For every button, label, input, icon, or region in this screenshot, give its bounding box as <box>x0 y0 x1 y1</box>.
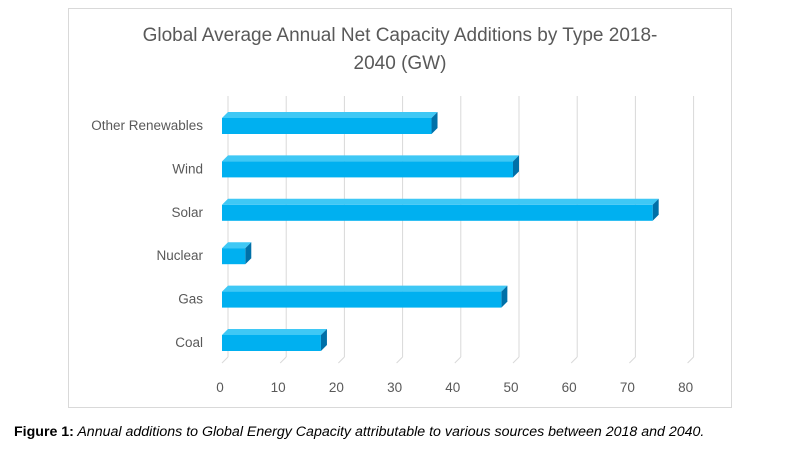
x-tick-label: 50 <box>503 380 518 395</box>
x-tick-label: 40 <box>445 380 460 395</box>
gridline-floor <box>512 356 520 364</box>
y-tick-label: Gas <box>178 292 203 307</box>
bar-side-face <box>245 242 252 265</box>
x-tick-label: 10 <box>271 380 286 395</box>
y-tick-label: Wind <box>172 161 203 176</box>
bar-side-face <box>501 285 508 308</box>
bar <box>222 204 653 221</box>
bar <box>222 291 502 308</box>
bar-top-face <box>222 155 519 162</box>
y-tick-label: Coal <box>175 335 203 350</box>
chart-title: Global Average Annual Net Capacity Addit… <box>68 22 732 78</box>
bar-side-face <box>320 329 327 351</box>
x-tick-label: 30 <box>387 380 402 395</box>
bar-top-face <box>222 198 659 205</box>
bar-side-face <box>652 198 659 221</box>
x-tick-label: 70 <box>620 380 635 395</box>
gridline-floor <box>396 356 403 364</box>
chart-title-line-2: 2040 (GW) <box>353 53 447 74</box>
gridline-floor <box>338 356 345 364</box>
caption-text: Annual additions to Global Energy Capaci… <box>73 424 705 440</box>
gridline-floor <box>221 356 229 364</box>
bar-top-face <box>222 242 252 249</box>
bar <box>222 118 432 134</box>
gridline-floor <box>279 356 287 364</box>
x-tick-label: 20 <box>329 380 344 395</box>
bar-top-face <box>222 112 438 118</box>
gridline-floor <box>687 356 694 364</box>
y-tick-label: Nuclear <box>156 248 203 263</box>
x-tick-label: 0 <box>216 380 224 395</box>
y-tick-label: Solar <box>171 205 203 220</box>
bar-top-face <box>222 285 508 292</box>
gridline-floor <box>570 356 578 364</box>
bar-side-face <box>513 155 519 178</box>
bar-top-face <box>222 329 327 335</box>
y-tick-label: Other Renewables <box>91 118 203 133</box>
gridline-floor <box>629 356 636 364</box>
bar-side-face <box>431 112 438 134</box>
bar <box>222 335 321 351</box>
figure-caption: Figure 1: Annual additions to Global Ene… <box>14 424 800 440</box>
gridline-floor <box>454 356 462 364</box>
x-tick-label: 60 <box>562 380 577 395</box>
caption-label: Figure 1: <box>14 424 74 440</box>
bar <box>222 248 246 265</box>
chart-title-line-1: Global Average Annual Net Capacity Addit… <box>142 25 658 46</box>
x-tick-label: 80 <box>678 380 693 395</box>
bar <box>222 161 513 178</box>
